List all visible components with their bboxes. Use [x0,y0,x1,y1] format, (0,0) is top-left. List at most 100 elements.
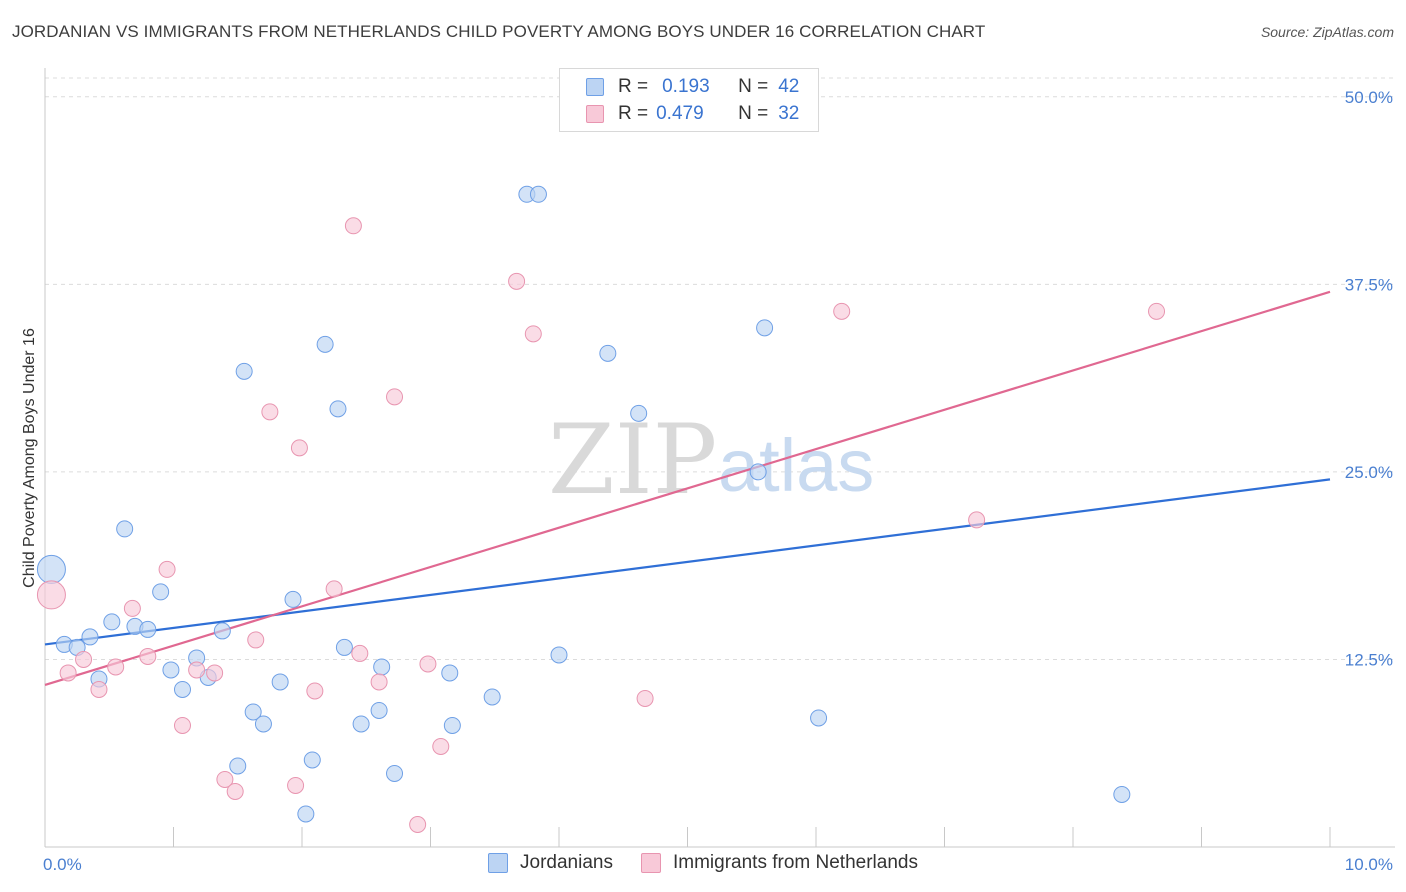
point-netherlands [59,664,77,682]
x-tick-label: 0.0% [43,855,82,874]
legend-label-jordanians: Jordanians [520,852,613,873]
legend-n-value: 32 [778,103,800,124]
point-netherlands [636,689,654,707]
point-netherlands [173,716,191,734]
point-jordanians [316,335,334,353]
point-netherlands [247,631,265,649]
point-jordanians [599,344,617,362]
trend-line-netherlands [44,290,1331,686]
point-jordanians [284,590,302,608]
tick-labels: 12.5% 25.0% 37.5% 50.0% 0.0% 10.0% [43,88,1393,874]
legend-swatch-jordanians [488,853,509,873]
point-jordanians [373,658,391,676]
series-legend: Jordanians Immigrants from Netherlands [0,852,1406,874]
trend-lines [44,290,1331,686]
point-jordanians [139,620,157,638]
point-jordanians [244,703,262,721]
point-jordanians [271,673,289,691]
legend-row-jordanians: R = 0.193 N = 42 [586,74,799,100]
point-jordanians [386,764,404,782]
y-tick-label: 12.5% [1345,650,1393,669]
legend-swatch-netherlands [640,853,661,873]
legend-n-label: N = [738,76,769,97]
point-jordanians [1113,785,1131,803]
point-netherlands [370,673,388,691]
point-jordanians [116,520,134,538]
point-netherlands [158,560,176,578]
point-jordanians [303,751,321,769]
point-netherlands [287,776,305,794]
watermark-atlas: atlas [718,424,874,507]
point-netherlands [226,782,244,800]
point-jordanians [630,404,648,422]
point-jordanians [297,805,315,823]
axes [44,68,1395,848]
point-netherlands [351,644,369,662]
point-netherlands [206,664,224,682]
point-jordanians [352,715,370,733]
point-jordanians [162,661,180,679]
point-netherlands [107,658,125,676]
point-netherlands [968,511,986,529]
y-tick-label: 37.5% [1345,275,1393,294]
point-netherlands [419,655,437,673]
y-axis-label: Child Poverty Among Boys Under 16 [21,328,38,588]
source-label: Source: ZipAtlas.com [1260,24,1394,40]
point-jordanians [173,680,191,698]
legend-item-jordanians: Jordanians [488,852,613,874]
legend-r-value: 0.193 [662,76,710,97]
point-netherlands [1148,302,1166,320]
point-jordanians [370,701,388,719]
legend-item-netherlands: Immigrants from Netherlands [640,852,918,874]
point-jordanians [36,554,66,584]
point-netherlands [90,680,108,698]
point-netherlands [325,580,343,598]
point-jordanians [329,400,347,418]
point-jordanians [103,613,121,631]
point-jordanians [254,715,272,733]
point-netherlands [36,580,66,610]
point-netherlands [123,599,141,617]
point-netherlands [216,770,234,788]
point-jordanians [335,638,353,656]
chart-title: JORDANIAN VS IMMIGRANTS FROM NETHERLANDS… [12,22,986,41]
point-jordanians [443,716,461,734]
point-jordanians [441,664,459,682]
watermark-zip: ZIP [548,404,717,516]
point-jordanians [229,757,247,775]
legend-swatch-jordanians [586,78,604,96]
point-netherlands [344,217,362,235]
point-jordanians [235,362,253,380]
point-netherlands [508,272,526,290]
point-netherlands [139,647,157,665]
point-netherlands [524,325,542,343]
point-jordanians [213,622,231,640]
data-points [36,185,1166,833]
point-netherlands [306,682,324,700]
point-jordanians [81,628,99,646]
point-netherlands [261,403,279,421]
x-tick-label: 10.0% [1345,855,1393,874]
legend-swatch-netherlands [586,105,604,123]
point-netherlands [290,439,308,457]
point-jordanians [756,319,774,337]
legend-r-value: 0.479 [656,103,704,124]
point-netherlands [75,650,93,668]
point-jordanians [152,583,170,601]
point-netherlands [386,388,404,406]
trend-line-jordanians [44,478,1331,646]
correlation-legend: R = 0.193 N = 42 R = 0.479 N = 32 [559,68,819,132]
legend-r-label: R = [618,103,649,124]
point-jordanians [810,709,828,727]
point-netherlands [188,661,206,679]
legend-label-netherlands: Immigrants from Netherlands [672,852,918,873]
point-jordanians [550,646,568,664]
legend-n-label: N = [738,103,769,124]
point-jordanians [749,463,767,481]
point-netherlands [409,815,427,833]
legend-n-value: 42 [778,76,800,97]
point-netherlands [833,302,851,320]
y-tick-label: 50.0% [1345,88,1393,107]
point-jordanians [483,688,501,706]
